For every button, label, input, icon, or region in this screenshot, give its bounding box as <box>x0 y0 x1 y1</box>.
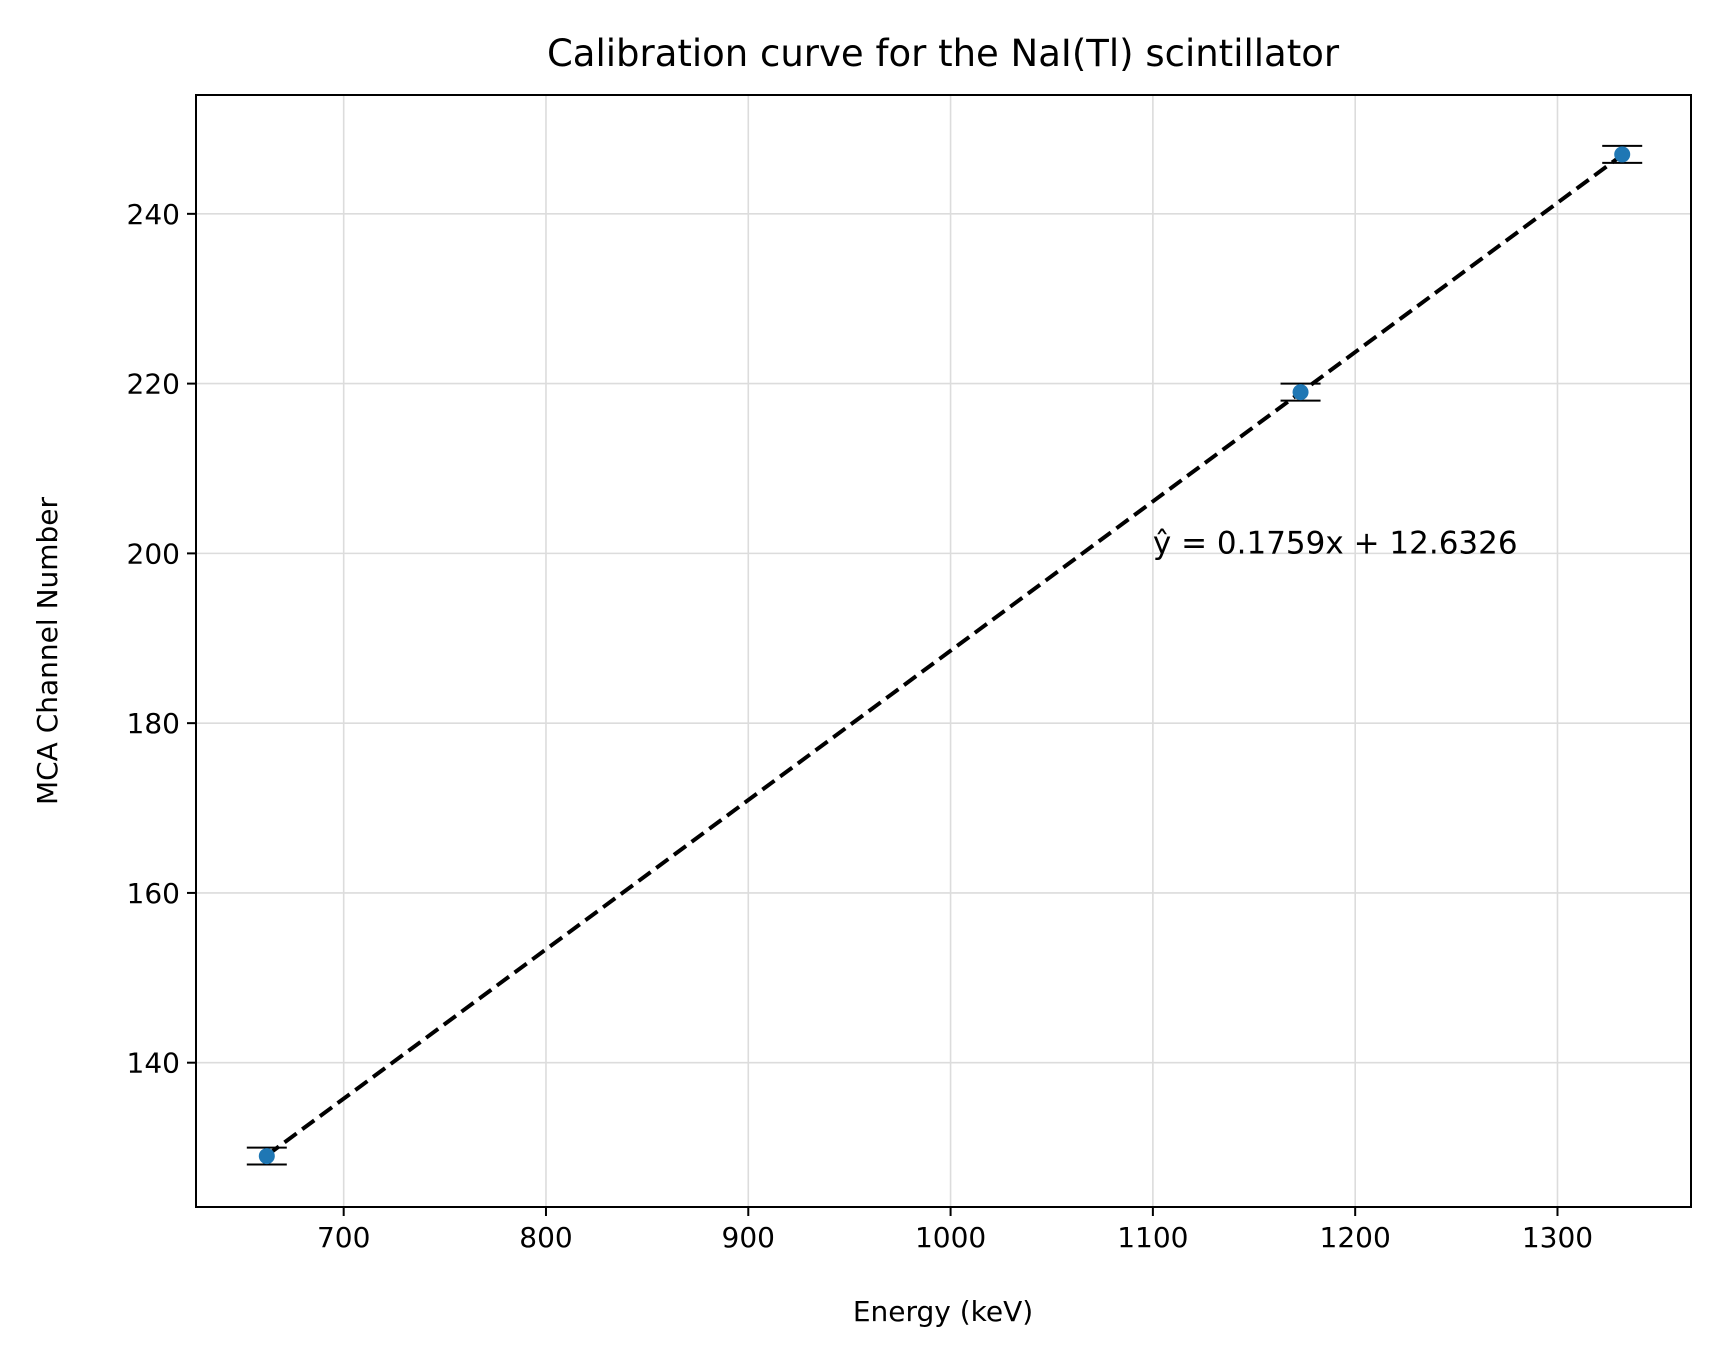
grid <box>196 95 1691 1207</box>
x-tick-label: 1200 <box>1320 1221 1391 1254</box>
fit-equation-annotation: ŷ = 0.1759x + 12.6326 <box>1153 525 1518 561</box>
data-point <box>1614 146 1631 163</box>
y-axis-label: MCA Channel Number <box>31 496 64 805</box>
data-point <box>258 1148 275 1165</box>
x-tick-label: 800 <box>519 1221 572 1254</box>
x-tick-label: 1100 <box>1117 1221 1188 1254</box>
fit-line-group <box>265 153 1624 1158</box>
x-tick-label: 900 <box>722 1221 775 1254</box>
plot-frame <box>195 94 1692 1208</box>
data-points <box>258 146 1631 1165</box>
x-axis-label: Energy (keV) <box>853 1295 1033 1328</box>
y-tick-label: 140 <box>127 1047 180 1080</box>
y-axis-ticks: 140 160 180 200 220 240 <box>127 198 196 1080</box>
x-tick-label: 1000 <box>915 1221 986 1254</box>
y-tick-label: 160 <box>127 877 180 910</box>
y-tick-label: 200 <box>127 537 180 570</box>
y-tick-label: 240 <box>127 198 180 231</box>
x-tick-label: 1300 <box>1522 1221 1593 1254</box>
x-tick-label: 700 <box>317 1221 370 1254</box>
fit-line <box>265 153 1624 1158</box>
y-tick-label: 180 <box>127 707 180 740</box>
x-axis-ticks: 700 800 900 1000 1100 1200 1300 <box>317 1207 1593 1254</box>
data-point <box>1292 384 1309 401</box>
y-tick-label: 220 <box>127 368 180 401</box>
chart-title: Calibration curve for the NaI(Tl) scinti… <box>547 32 1340 75</box>
